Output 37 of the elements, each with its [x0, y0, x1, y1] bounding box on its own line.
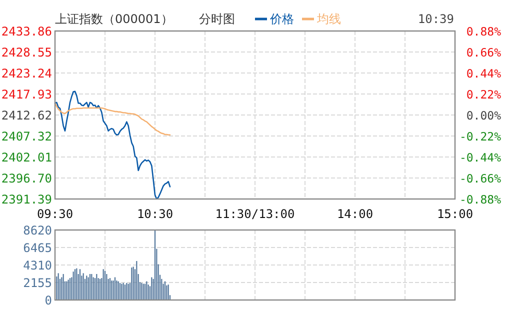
y-tick-label: 6465 — [23, 241, 52, 255]
y-tick-label: 2407.32 — [1, 129, 52, 144]
y-tick-label: 2428.55 — [1, 46, 52, 60]
y-tick-label: 2391.39 — [1, 192, 52, 206]
y2-tick-label: 0.00% — [466, 108, 502, 122]
y-tick-label: 2412.62 — [1, 108, 52, 123]
y2-tick-label: 0.66% — [466, 46, 502, 60]
y-tick-label: 2423.24 — [1, 66, 52, 81]
legend-item: 价格 — [255, 12, 294, 26]
y-tick-label: 2417.93 — [1, 88, 52, 102]
chart-title: 上证指数（000001） — [55, 12, 173, 26]
y-tick-label: 2402.01 — [1, 150, 52, 164]
x-tick-label: 14:00 — [336, 207, 374, 221]
x-tick-label: 15:00 — [436, 207, 474, 221]
x-tick-label: 11:30/13:00 — [215, 207, 295, 221]
y-tick-label: 2155 — [23, 276, 52, 290]
line-series — [54, 102, 171, 136]
y2-tick-label: 0.22% — [466, 88, 502, 102]
y2-tick-label: -0.44% — [459, 150, 502, 164]
line-series — [54, 90, 171, 200]
y2-tick-label: -0.88% — [459, 192, 502, 206]
legend-label: 价格 — [269, 12, 294, 26]
x-tick-label: 09:30 — [36, 207, 74, 221]
y-tick-label: 0 — [44, 294, 52, 308]
legend-item: 均线 — [302, 12, 341, 26]
y-tick-label: 2396.70 — [1, 171, 52, 186]
y-tick-label: 4310 — [23, 258, 52, 272]
y2-tick-label: 0.88% — [466, 24, 502, 38]
legend-label: 均线 — [316, 12, 341, 26]
y2-tick-label: -0.66% — [459, 172, 502, 186]
x-tick-label: 10:30 — [136, 207, 174, 221]
y-tick-label: 8620 — [23, 224, 52, 238]
y-tick-label: 2433.86 — [1, 24, 52, 38]
text: 10:39 — [418, 12, 454, 26]
chart-subtitle: 分时图 — [199, 12, 235, 26]
y2-tick-label: -0.22% — [459, 130, 502, 144]
y2-tick-label: 0.44% — [466, 66, 502, 80]
